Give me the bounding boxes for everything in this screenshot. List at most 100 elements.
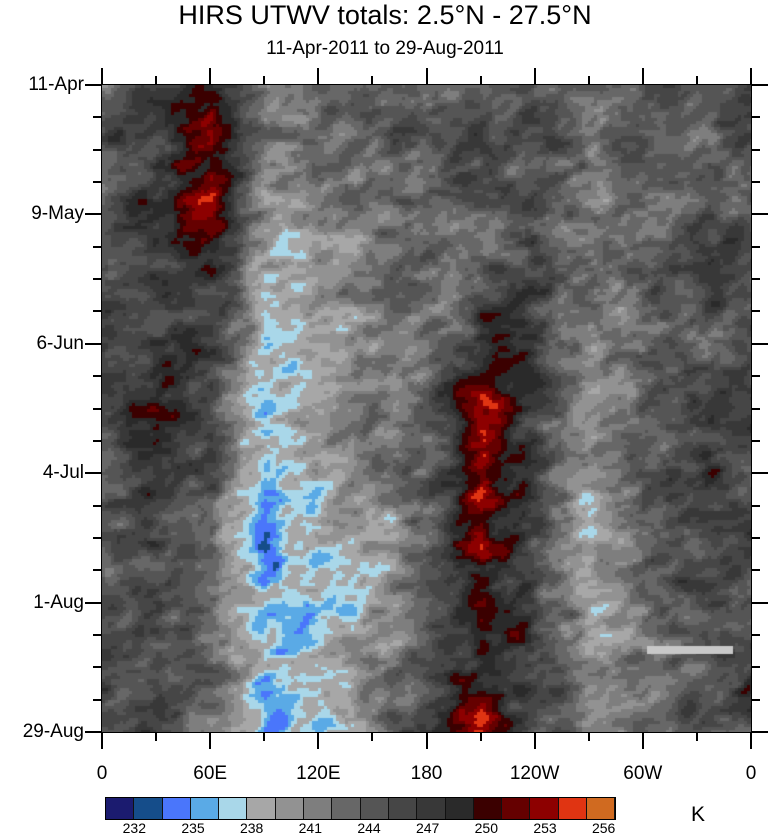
x-tick-top	[641, 68, 644, 85]
colorbar-box	[304, 798, 333, 819]
y-tick-left	[93, 278, 102, 281]
x-tick-label: 120E	[296, 763, 341, 784]
y-tick-label: 4-Jul	[42, 462, 84, 484]
y-tick-left	[85, 601, 102, 604]
x-tick-top	[371, 76, 374, 85]
y-tick-left	[85, 731, 102, 733]
y-tick-right	[751, 116, 760, 119]
y-tick-right	[751, 633, 760, 636]
y-tick-label: 29-Aug	[22, 721, 84, 742]
colorbar-box	[219, 798, 248, 819]
y-tick-left	[85, 342, 102, 345]
y-tick-label: 6-Jun	[36, 332, 84, 354]
y-tick-left	[93, 148, 102, 151]
y-tick-right	[751, 569, 760, 572]
colorbar-box	[106, 798, 135, 819]
y-tick-right	[751, 407, 760, 410]
y-tick-right	[751, 213, 768, 216]
y-tick-right	[751, 375, 760, 378]
x-tick-bottom	[425, 732, 428, 749]
x-tick-top	[155, 76, 158, 85]
colorbar-tick-label: 244	[357, 820, 381, 834]
colorbar-box	[558, 798, 588, 819]
x-tick-top	[750, 68, 752, 85]
colorbar-box	[275, 798, 305, 819]
x-tick-label: 0	[96, 763, 108, 784]
x-tick-bottom	[263, 732, 266, 741]
x-tick-bottom	[750, 732, 752, 749]
colorbar-box	[445, 798, 474, 819]
x-tick-top	[425, 68, 428, 85]
y-tick-left	[93, 633, 102, 636]
x-tick-bottom	[587, 732, 590, 741]
x-tick-top	[533, 68, 536, 85]
colorbar	[105, 797, 617, 820]
heatmap-field	[102, 85, 751, 732]
y-tick-label: 9-May	[31, 203, 84, 225]
y-tick-left	[93, 310, 102, 313]
y-tick-right	[751, 148, 760, 151]
colorbar-box	[190, 798, 220, 819]
colorbar-tick-label: 235	[181, 820, 205, 834]
x-tick-bottom	[101, 732, 103, 749]
colorbar-box	[473, 798, 503, 819]
colorbar-box	[587, 798, 616, 819]
x-tick-bottom	[479, 732, 482, 741]
y-tick-right	[751, 245, 760, 248]
y-tick-right	[751, 666, 760, 669]
colorbar-box	[530, 798, 559, 819]
x-tick-bottom	[155, 732, 158, 741]
y-tick-right	[751, 181, 760, 184]
y-tick-right	[751, 601, 768, 604]
x-tick-bottom	[533, 732, 536, 749]
y-tick-left	[93, 245, 102, 248]
y-tick-label: 1-Aug	[33, 591, 84, 613]
y-tick-right	[751, 504, 760, 507]
y-tick-label: 11-Apr	[28, 74, 84, 95]
x-tick-label: 180	[410, 763, 443, 784]
colorbar-tick-label: 238	[239, 820, 264, 834]
x-tick-top	[587, 76, 590, 85]
y-tick-left	[93, 439, 102, 442]
x-tick-label: 120W	[509, 763, 560, 784]
colorbar-box	[247, 798, 276, 819]
y-tick-right	[751, 472, 768, 475]
y-tick-left	[85, 213, 102, 216]
x-tick-bottom	[371, 732, 374, 741]
colorbar-unit: K	[691, 803, 706, 826]
y-tick-left	[93, 698, 102, 701]
y-tick-left	[93, 181, 102, 184]
x-tick-label: 60W	[623, 763, 663, 784]
colorbar-box	[162, 798, 191, 819]
x-tick-top	[101, 68, 103, 85]
y-tick-left	[93, 407, 102, 410]
y-tick-right	[751, 698, 760, 701]
y-tick-right	[751, 536, 760, 539]
x-tick-bottom	[317, 732, 320, 749]
y-tick-left	[93, 116, 102, 119]
colorbar-box	[417, 798, 446, 819]
colorbar-box	[134, 798, 163, 819]
x-tick-bottom	[209, 732, 212, 749]
x-tick-top	[263, 76, 266, 85]
x-tick-top	[317, 68, 320, 85]
colorbar-tick-label: 256	[591, 820, 616, 834]
y-tick-left	[85, 84, 102, 86]
colorbar-tick-label: 247	[415, 820, 440, 834]
y-tick-right	[751, 278, 760, 281]
y-tick-left	[93, 536, 102, 539]
colorbar-box	[332, 798, 361, 819]
y-tick-left	[93, 569, 102, 572]
x-tick-top	[479, 76, 482, 85]
y-tick-left	[93, 375, 102, 378]
x-tick-bottom	[641, 732, 644, 749]
y-tick-right	[751, 731, 768, 733]
x-tick-bottom	[695, 732, 698, 741]
x-tick-label: 60E	[193, 763, 228, 784]
x-tick-top	[209, 68, 212, 85]
x-tick-top	[695, 76, 698, 85]
y-tick-left	[93, 666, 102, 669]
colorbar-tick-label: 241	[298, 820, 322, 834]
y-tick-right	[751, 310, 760, 313]
colorbar-tick-label: 250	[474, 820, 498, 834]
